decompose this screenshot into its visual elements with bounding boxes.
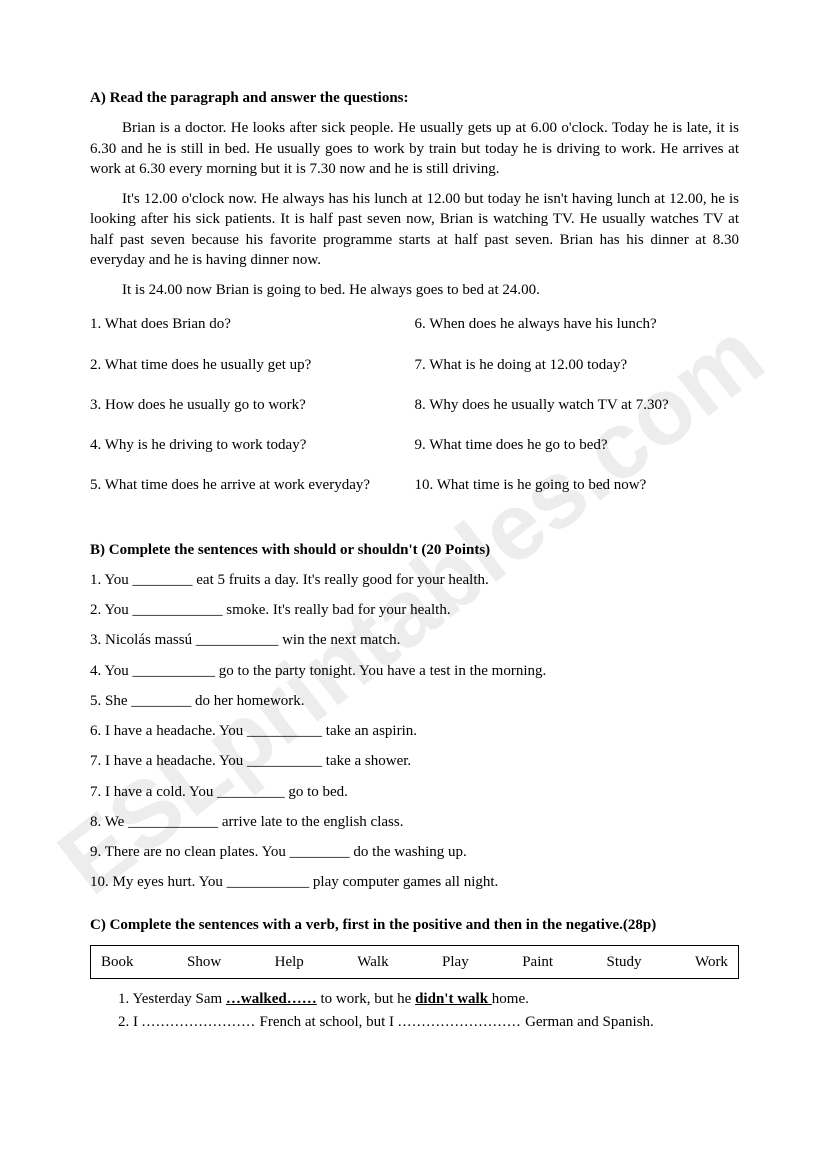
question-left: 4. Why is he driving to work today? [90, 435, 415, 455]
c-item-2: 2. I ........................ French at … [118, 1012, 739, 1032]
verb: Work [695, 952, 728, 972]
c1-pre: 1. Yesterday Sam [118, 991, 226, 1007]
c-item-1: 1. Yesterday Sam …walked…… to work, but … [118, 989, 739, 1009]
question-right: 9. What time does he go to bed? [415, 435, 740, 455]
b-item: 6. I have a headache. You __________ tak… [90, 721, 739, 741]
section-c-title: C) Complete the sentences with a verb, f… [90, 915, 739, 935]
verb: Paint [522, 952, 553, 972]
c-items: 1. Yesterday Sam …walked…… to work, but … [90, 989, 739, 1033]
section-a: A) Read the paragraph and answer the que… [90, 88, 739, 516]
c1-post: home. [492, 991, 529, 1007]
question-right: 8. Why does he usually watch TV at 7.30? [415, 395, 740, 415]
b-item: 7. I have a headache. You __________ tak… [90, 751, 739, 771]
section-b: B) Complete the sentences with should or… [90, 540, 739, 893]
paragraph-1: Brian is a doctor. He looks after sick p… [90, 118, 739, 179]
b-item: 7. I have a cold. You _________ go to be… [90, 782, 739, 802]
question-left: 3. How does he usually go to work? [90, 395, 415, 415]
question-right: 7. What is he doing at 12.00 today? [415, 355, 740, 375]
c2-pre: 2. I [118, 1014, 142, 1030]
b-item: 1. You ________ eat 5 fruits a day. It's… [90, 570, 739, 590]
verb: Play [442, 952, 469, 972]
section-a-title: A) Read the paragraph and answer the que… [90, 88, 739, 108]
question-right: 10. What time is he going to bed now? [415, 475, 740, 495]
c2-post: German and Spanish. [521, 1014, 653, 1030]
c1-didnt: didn't walk [415, 991, 492, 1007]
c2-blank1: ........................ [142, 1014, 256, 1030]
verb: Walk [357, 952, 388, 972]
c2-mid: French at school, but I [256, 1014, 398, 1030]
question-left: 5. What time does he arrive at work ever… [90, 475, 415, 495]
question-columns: 1. What does Brian do? 2. What time does… [90, 314, 739, 515]
section-c: C) Complete the sentences with a verb, f… [90, 915, 739, 1033]
b-item: 5. She ________ do her homework. [90, 691, 739, 711]
question-left: 2. What time does he usually get up? [90, 355, 415, 375]
question-left: 1. What does Brian do? [90, 314, 415, 334]
b-item: 4. You ___________ go to the party tonig… [90, 661, 739, 681]
b-item: 8. We ____________ arrive late to the en… [90, 812, 739, 832]
verb: Show [187, 952, 221, 972]
questions-left-col: 1. What does Brian do? 2. What time does… [90, 314, 415, 515]
b-item: 9. There are no clean plates. You ______… [90, 842, 739, 862]
questions-right-col: 6. When does he always have his lunch? 7… [415, 314, 740, 515]
verb: Help [275, 952, 304, 972]
paragraph-3: It is 24.00 now Brian is going to bed. H… [90, 280, 739, 300]
verb-box: Book Show Help Walk Play Paint Study Wor… [90, 945, 739, 979]
b-item: 3. Nicolás massú ___________ win the nex… [90, 630, 739, 650]
verb: Study [607, 952, 642, 972]
b-item: 10. My eyes hurt. You ___________ play c… [90, 872, 739, 892]
b-item: 2. You ____________ smoke. It's really b… [90, 600, 739, 620]
verb: Book [101, 952, 134, 972]
section-b-title: B) Complete the sentences with should or… [90, 540, 739, 560]
c2-blank2: .......................... [398, 1014, 522, 1030]
c1-mid: to work, but he [317, 991, 415, 1007]
paragraph-2: It's 12.00 o'clock now. He always has hi… [90, 189, 739, 270]
question-right: 6. When does he always have his lunch? [415, 314, 740, 334]
c1-walked: …walked…… [226, 991, 317, 1007]
